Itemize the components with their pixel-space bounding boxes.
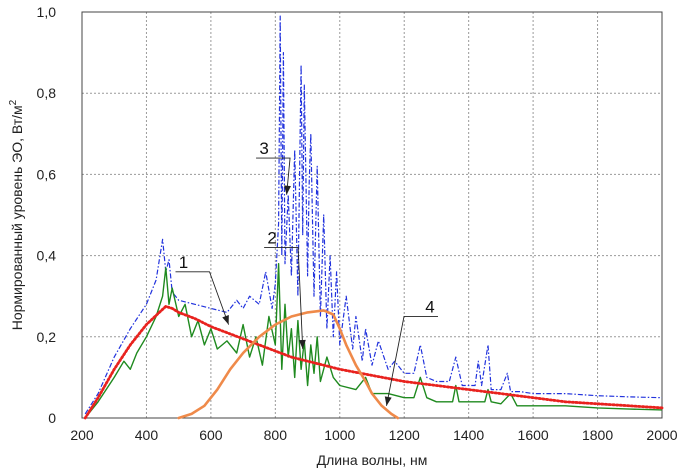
x-tick-label: 1000: [324, 427, 355, 443]
y-tick-label: 1,0: [37, 4, 57, 20]
x-tick-label: 1600: [518, 427, 549, 443]
y-tick-label: 0,6: [37, 166, 57, 182]
plot-frame: [81, 11, 663, 419]
annotation-layer: 1 2 3 4: [175, 139, 438, 406]
annotation-label-2: 2: [267, 228, 276, 247]
grid: [82, 12, 662, 418]
annotation-label-4: 4: [425, 297, 434, 316]
series-4-line: [177, 309, 400, 420]
y-axis-label-sup: 2: [8, 99, 19, 105]
series-3-line: [84, 15, 663, 415]
y-tick-label: 0: [48, 410, 56, 426]
annotation-arrowhead-2: [298, 339, 306, 349]
x-tick-label: 800: [264, 427, 288, 443]
annotation-leader-1: [175, 271, 230, 325]
x-tick-label: 600: [199, 427, 223, 443]
series-1-line: [83, 304, 664, 420]
annotation-label-1: 1: [179, 253, 188, 272]
x-tick-label: 1200: [389, 427, 420, 443]
y-axis-label-main: Нормированный уровень ЭО, Вт/м: [9, 105, 25, 330]
annotation-leader-4: [386, 315, 438, 406]
y-tick-label: 0,2: [37, 329, 57, 345]
series-layer: [83, 15, 664, 420]
annotation-leader-3: [256, 157, 291, 195]
y-tick-labels: 0 0,2 0,4 0,6 0,8 1,0: [37, 4, 57, 426]
x-tick-label: 200: [70, 427, 94, 443]
y-axis-label: Нормированный уровень ЭО, Вт/м2: [8, 99, 25, 330]
annotation-leader-2: [264, 246, 304, 350]
x-axis-label: Длина волны, нм: [317, 452, 428, 468]
annotation-arrowhead-4: [384, 396, 392, 406]
y-tick-label: 0,8: [37, 85, 57, 101]
annotation-arrowhead-3: [283, 185, 291, 195]
x-tick-label: 400: [135, 427, 159, 443]
x-tick-labels: 200 400 600 800 1000 1200 1400 1600 1800 2000: [70, 427, 677, 443]
y-tick-label: 0,4: [37, 248, 57, 264]
x-tick-label: 1400: [453, 427, 484, 443]
annotation-label-3: 3: [259, 139, 268, 158]
annotation-arrowhead-1: [222, 314, 229, 325]
x-tick-label: 1800: [582, 427, 613, 443]
series-2-line: [84, 263, 663, 419]
x-tick-label: 2000: [646, 427, 677, 443]
